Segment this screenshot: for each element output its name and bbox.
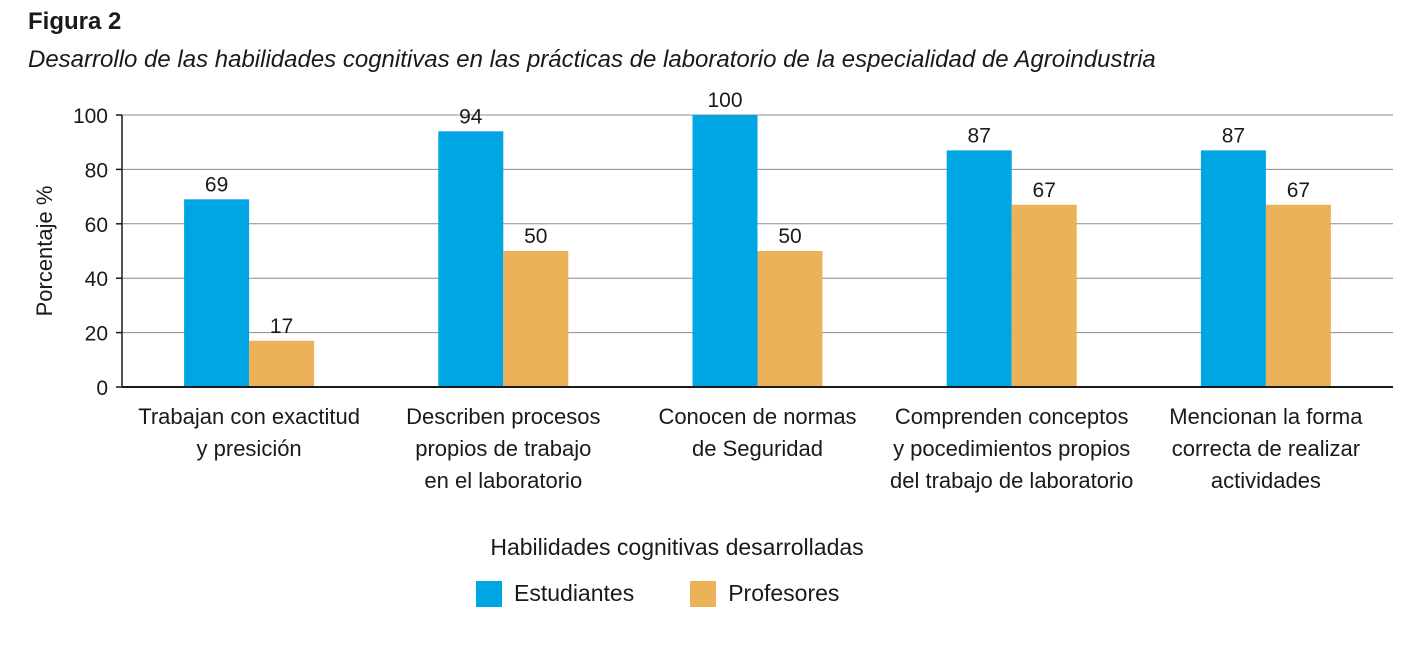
x-tick-label-2-line-0: Conocen de normas — [658, 404, 856, 429]
legend-swatch-estudiantes — [476, 580, 502, 607]
bar-estudiantes-4 — [1200, 150, 1266, 387]
y-tick-label-60: 60 — [85, 214, 108, 237]
y-tick-label-100: 100 — [73, 105, 108, 128]
legend-label-estudiantes: Estudiantes — [514, 580, 635, 606]
bar-profesores-0 — [249, 340, 315, 387]
x-tick-label-4-line-0: Mencionan la forma — [1169, 404, 1363, 429]
x-tick-label-2-line-1: de Seguridad — [692, 436, 823, 461]
bar-estudiantes-1 — [438, 131, 504, 387]
x-tick-label-3-line-0: Comprenden conceptos — [895, 404, 1129, 429]
x-tick-label-0-line-1: y presición — [197, 436, 302, 461]
legend-label-profesores: Profesores — [728, 580, 840, 606]
data-label-estudiantes-4: 87 — [1222, 124, 1245, 147]
legend-item-estudiantes: Estudiantes — [476, 580, 634, 607]
x-tick-label-0-line-0: Trabajan con exactitud — [138, 404, 360, 429]
y-tick-label-40: 40 — [85, 268, 108, 291]
bar-profesores-1 — [503, 251, 569, 387]
data-label-profesores-3: 67 — [1033, 179, 1056, 202]
data-label-estudiantes-2: 100 — [707, 89, 742, 112]
data-label-profesores-0: 17 — [270, 315, 293, 338]
data-label-profesores-1: 50 — [524, 225, 547, 248]
bar-profesores-2 — [757, 251, 823, 387]
bar-estudiantes-0 — [184, 199, 250, 387]
legend-item-profesores: Profesores — [690, 580, 839, 607]
y-tick-label-0: 0 — [96, 377, 108, 400]
data-label-estudiantes-3: 87 — [968, 124, 991, 147]
y-tick-label-20: 20 — [85, 323, 108, 346]
x-tick-label-3-line-1: y pocedimientos propios — [893, 436, 1130, 461]
x-tick-label-1-line-2: en el laboratorio — [424, 468, 582, 493]
data-label-profesores-4: 67 — [1287, 179, 1310, 202]
y-axis-title: Porcentaje % — [32, 186, 57, 317]
legend: Estudiantes Profesores — [476, 580, 895, 607]
data-label-estudiantes-1: 94 — [459, 105, 483, 128]
x-tick-label-4-line-2: actividades — [1211, 468, 1321, 493]
bar-estudiantes-2 — [692, 115, 758, 387]
x-tick-label-1-line-1: propios de trabajo — [415, 436, 591, 461]
legend-swatch-profesores — [690, 580, 717, 607]
y-tick-label-80: 80 — [85, 159, 108, 182]
x-tick-label-3-line-2: del trabajo de laboratorio — [890, 468, 1133, 493]
x-tick-label-1-line-0: Describen procesos — [406, 404, 600, 429]
figure-caption: Desarrollo de las habilidades cognitivas… — [28, 46, 1156, 73]
x-axis-title: Habilidades cognitivas desarrolladas — [490, 534, 863, 560]
bar-profesores-4 — [1265, 204, 1331, 387]
figure-label: Figura 2 — [28, 8, 122, 35]
bar-estudiantes-3 — [946, 150, 1012, 387]
data-label-profesores-2: 50 — [778, 225, 801, 248]
x-tick-label-4-line-1: correcta de realizar — [1172, 436, 1360, 461]
data-label-estudiantes-0: 69 — [205, 173, 228, 196]
bar-profesores-3 — [1011, 204, 1077, 387]
